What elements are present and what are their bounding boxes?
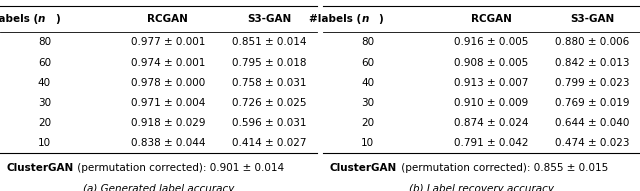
Text: ): ) (56, 14, 60, 24)
Text: n: n (38, 14, 45, 24)
Text: 0.910 ± 0.009: 0.910 ± 0.009 (454, 98, 528, 108)
Text: 40: 40 (361, 78, 374, 88)
Text: 0.908 ± 0.005: 0.908 ± 0.005 (454, 57, 528, 68)
Text: ): ) (379, 14, 383, 24)
Text: 0.974 ± 0.001: 0.974 ± 0.001 (131, 57, 205, 68)
Text: 20: 20 (361, 118, 374, 128)
Text: 0.795 ± 0.018: 0.795 ± 0.018 (232, 57, 307, 68)
Text: #labels (: #labels ( (0, 14, 38, 24)
Text: 30: 30 (361, 98, 374, 108)
Text: 10: 10 (361, 138, 374, 148)
Text: 0.851 ± 0.014: 0.851 ± 0.014 (232, 37, 307, 48)
Text: (b) Label recovery accuracy: (b) Label recovery accuracy (409, 184, 554, 191)
Text: 0.918 ± 0.029: 0.918 ± 0.029 (131, 118, 205, 128)
Text: 0.474 ± 0.023: 0.474 ± 0.023 (556, 138, 630, 148)
Text: 0.978 ± 0.000: 0.978 ± 0.000 (131, 78, 205, 88)
Text: S3-GAN: S3-GAN (570, 14, 614, 24)
Text: RCGAN: RCGAN (470, 14, 511, 24)
Text: 0.838 ± 0.044: 0.838 ± 0.044 (131, 138, 205, 148)
Text: S3-GAN: S3-GAN (247, 14, 291, 24)
Text: (a) Generated label accuracy: (a) Generated label accuracy (83, 184, 234, 191)
Text: (permutation corrected): 0.855 ± 0.015: (permutation corrected): 0.855 ± 0.015 (397, 163, 608, 173)
Text: 60: 60 (361, 57, 374, 68)
Text: 80: 80 (361, 37, 374, 48)
Text: 40: 40 (38, 78, 51, 88)
Text: 0.596 ± 0.031: 0.596 ± 0.031 (232, 118, 307, 128)
Text: ClusterGAN: ClusterGAN (330, 163, 397, 173)
Text: 0.880 ± 0.006: 0.880 ± 0.006 (556, 37, 630, 48)
Text: 0.977 ± 0.001: 0.977 ± 0.001 (131, 37, 205, 48)
Text: 0.913 ± 0.007: 0.913 ± 0.007 (454, 78, 528, 88)
Text: (permutation corrected): 0.901 ± 0.014: (permutation corrected): 0.901 ± 0.014 (74, 163, 285, 173)
Text: 60: 60 (38, 57, 51, 68)
Text: 0.414 ± 0.027: 0.414 ± 0.027 (232, 138, 307, 148)
Text: 80: 80 (38, 37, 51, 48)
Text: 20: 20 (38, 118, 51, 128)
Text: 0.644 ± 0.040: 0.644 ± 0.040 (556, 118, 630, 128)
Text: 0.758 ± 0.031: 0.758 ± 0.031 (232, 78, 307, 88)
Text: 0.874 ± 0.024: 0.874 ± 0.024 (454, 118, 529, 128)
Text: 0.791 ± 0.042: 0.791 ± 0.042 (454, 138, 529, 148)
Text: #labels (: #labels ( (309, 14, 361, 24)
Text: 0.916 ± 0.005: 0.916 ± 0.005 (454, 37, 528, 48)
Text: 0.971 ± 0.004: 0.971 ± 0.004 (131, 98, 205, 108)
Text: 30: 30 (38, 98, 51, 108)
Text: 0.842 ± 0.013: 0.842 ± 0.013 (556, 57, 630, 68)
Text: 10: 10 (38, 138, 51, 148)
Text: 0.726 ± 0.025: 0.726 ± 0.025 (232, 98, 307, 108)
Text: 0.799 ± 0.023: 0.799 ± 0.023 (556, 78, 630, 88)
Text: 0.769 ± 0.019: 0.769 ± 0.019 (556, 98, 630, 108)
Text: RCGAN: RCGAN (147, 14, 188, 24)
Text: n: n (361, 14, 369, 24)
Text: ClusterGAN: ClusterGAN (6, 163, 74, 173)
